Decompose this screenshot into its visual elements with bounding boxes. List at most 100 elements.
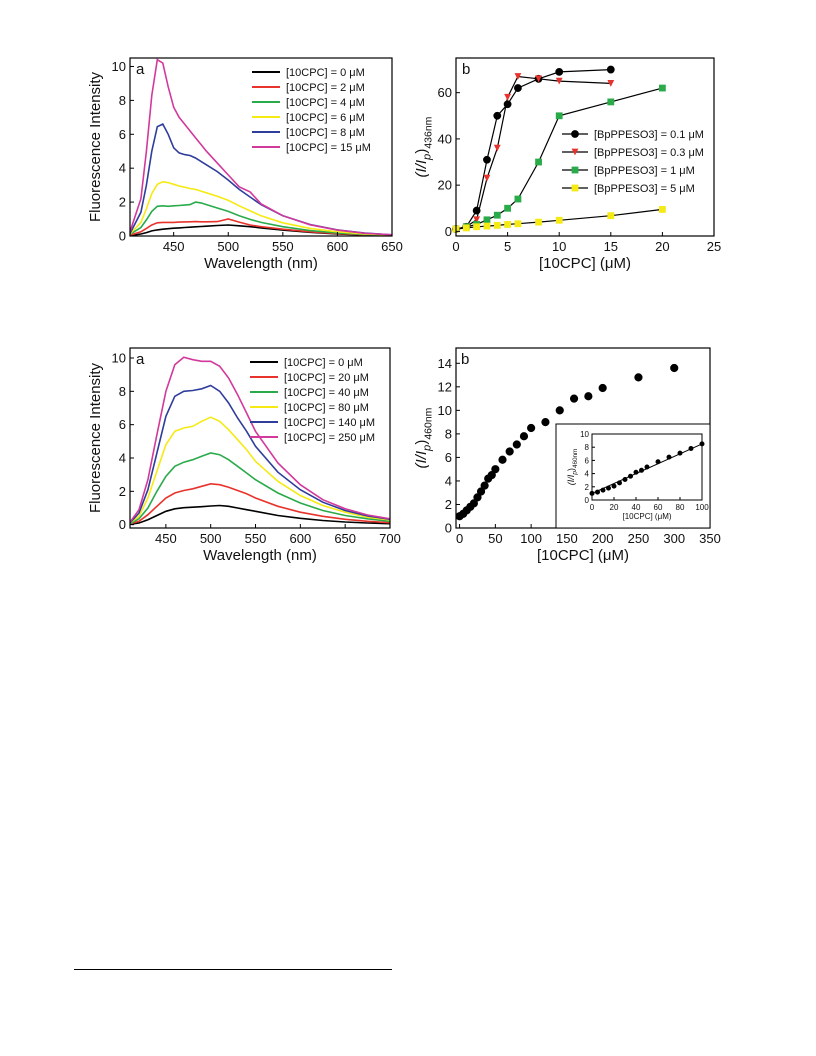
chart-bottom-b-data-point	[527, 423, 536, 433]
chart-top-b-x-tick-label: 20	[655, 239, 669, 254]
chart-bottom-b-data-point	[480, 481, 489, 490]
chart-bottom-b-inset-data-point	[677, 450, 683, 456]
chart-top-b-data-point-1	[493, 144, 501, 152]
chart-top-b-y-tick-label: 60	[438, 85, 452, 100]
chart-top-a-legend-label-1: [10CPC] = 2 μM	[286, 82, 365, 94]
chart-top-b-data-point-0	[555, 67, 564, 76]
chart-bottom-a-series-line-4	[129, 384, 391, 524]
chart-top-b-data-point-3	[462, 224, 470, 232]
chart-top-a-legend-label-2: [10CPC] = 4 μM	[286, 97, 365, 109]
chart-top-b-data-point-1	[473, 216, 481, 224]
chart-top-b-data-point-1	[514, 73, 522, 80]
chart-bottom-b-data-point	[487, 470, 496, 480]
chart-top-b-y-axis-label: (I/Ip)436nm	[413, 116, 434, 177]
chart-bottom-b-inset-data-point	[655, 459, 661, 465]
chart-bottom-a-x-tick-label: 500	[200, 531, 222, 546]
chart-bottom-b-inset-x-tick-label: 40	[632, 503, 641, 512]
chart-top-b-data-point-1	[483, 174, 491, 182]
chart-bottom-a-legend-label-1: [10CPC] = 20 μM	[284, 372, 369, 384]
chart-top-b-data-point-2	[514, 195, 522, 203]
chart-bottom-a-x-tick-label: 450	[155, 531, 177, 546]
chart-top-b-panel-label: b	[462, 61, 470, 78]
chart-bottom-b-data-point	[569, 394, 579, 403]
chart-top-a-series-line-0	[129, 224, 393, 237]
chart-bottom-b-data-point	[584, 392, 593, 401]
chart-bottom-b-y-axis-label-sub: p	[422, 445, 434, 452]
chart-bottom-b-inset-data-point	[628, 473, 633, 479]
chart-bottom-b-ratio: 0 50 100 150 200 250 300 35002468101214[10CPC] …	[413, 347, 721, 564]
chart-bottom-a-legend-label-4: [10CPC] = 140 μM	[284, 417, 375, 429]
chart-top-a-x-tick-label: 450	[163, 239, 185, 254]
chart-top-b-data-point-3	[555, 216, 563, 224]
chart-bottom-b-y-axis-label-main: (I/I	[413, 451, 430, 469]
chart-top-b-data-point-0	[483, 155, 491, 164]
chart-bottom-a-legend-label-2: [10CPC] = 40 μM	[284, 387, 369, 399]
chart-top-a-legend-label-5: [10CPC] = 15 μM	[286, 142, 371, 154]
chart-bottom-a-series-line-1	[129, 482, 391, 525]
chart-top-b-data-point-3	[607, 212, 615, 220]
chart-bottom-b-inset-y-axis-label-sub: p	[572, 471, 579, 476]
chart-bottom-b-y-tick-label: 14	[438, 356, 452, 371]
chart-top-a-legend-label-0: [10CPC] = 0 μM	[286, 67, 365, 79]
chart-top-b-data-point-3	[659, 206, 666, 213]
chart-top-a-legend-label-3: [10CPC] = 6 μM	[286, 112, 365, 124]
chart-bottom-b-inset-data-point	[644, 464, 650, 470]
chart-top-b-data-point-3	[535, 218, 542, 226]
chart-top-a-y-tick-label: 2	[119, 195, 126, 210]
chart-bottom-b-y-axis-label: (I/Ip)460nm	[413, 407, 434, 468]
chart-top-b-data-point-2	[607, 98, 615, 106]
chart-bottom-b-data-point	[505, 447, 514, 456]
chart-top-b-legend-marker-1	[571, 148, 579, 156]
chart-top-b-data-point-3	[473, 223, 481, 231]
chart-bottom-b-inset-y-tick-label: 2	[585, 483, 590, 492]
chart-bottom-b-inset-y-tick-label: 10	[580, 430, 589, 439]
chart-top-b-y-axis-label-subscript: 436nm	[422, 116, 434, 148]
chart-top-b-data-point-1	[607, 80, 615, 87]
chart-bottom-a-y-tick-label: 4	[119, 451, 126, 466]
chart-bottom-a-series-line-3	[129, 416, 391, 524]
chart-bottom-b-data-point	[634, 373, 643, 382]
chart-top-b-y-axis-label-end: )	[413, 149, 430, 154]
chart-bottom-b-data-point	[541, 418, 550, 427]
chart-bottom-b-inset-y-axis-label: (I/Ip)460nm	[566, 449, 579, 486]
chart-bottom-b-inset-y-tick-label: 0	[585, 496, 590, 505]
chart-top-b-data-point-3	[504, 221, 511, 228]
chart-top-b-data-point-0	[514, 84, 522, 92]
chart-bottom-b-x-tick-label: 200	[592, 531, 614, 546]
chart-top-b-x-axis-label: [10CPC] (μM)	[539, 255, 631, 272]
chart-top-a-fluorescence: 450 500 550 600 650 0 2 4 6 8 10 Wavelength (nm) Flu…	[87, 57, 403, 272]
chart-bottom-b-inset-x-tick-label: 100	[695, 503, 709, 512]
chart-bottom-b-inset-x-tick-label: 20	[610, 503, 619, 512]
chart-top-b-legend-label-0: [BpPPESO3] = 0.1 μM	[594, 129, 704, 141]
chart-top-b-legend-label-3: [BpPPESO3] = 5 μM	[594, 183, 695, 195]
chart-top-a-panel-label: a	[136, 61, 145, 78]
chart-top-a-series-line-4	[129, 123, 393, 236]
chart-top-b-data-point-0	[606, 65, 615, 74]
chart-bottom-a-y-tick-label: 8	[119, 384, 126, 399]
chart-bottom-b-inset-frame	[591, 433, 703, 501]
chart-top-a-x-tick-label: 650	[381, 239, 403, 254]
chart-bottom-b-data-point	[469, 499, 478, 508]
chart-bottom-b-data-point	[555, 406, 564, 415]
chart-top-a-x-axis-label: Wavelength (nm)	[204, 255, 318, 272]
chart-top-b-data-point-3	[483, 222, 491, 230]
chart-bottom-a-x-axis-label: Wavelength (nm)	[203, 547, 317, 564]
chart-bottom-b-y-axis-label-end: )	[413, 440, 430, 445]
chart-top-a-series-line-2	[129, 201, 393, 237]
chart-top-a-y-tick-label: 6	[119, 127, 126, 142]
chart-top-b-data-point-2	[535, 158, 542, 166]
chart-top-b-legend-label-2: [BpPPESO3] = 1 μM	[594, 165, 695, 177]
chart-top-a-series-line-5	[129, 58, 393, 236]
chart-bottom-b-data-point	[512, 440, 521, 449]
footnote-rule	[74, 969, 392, 970]
chart-top-b-plot-frame	[455, 57, 715, 237]
chart-bottom-b-inset-data-point	[600, 487, 606, 493]
chart-top-b-y-tick-label: 0	[445, 224, 452, 239]
chart-bottom-a-y-axis-label: Fluorescence Intensity	[87, 362, 104, 513]
chart-bottom-a-y-tick-label: 10	[112, 351, 126, 366]
chart-top-b-data-point-1	[504, 93, 511, 101]
chart-bottom-b-x-tick-label: 250	[628, 531, 650, 546]
chart-bottom-b-data-point	[519, 432, 529, 441]
chart-top-b-data-point-2	[493, 211, 501, 219]
chart-bottom-b-y-axis-label-subscript: 460nm	[422, 407, 434, 439]
